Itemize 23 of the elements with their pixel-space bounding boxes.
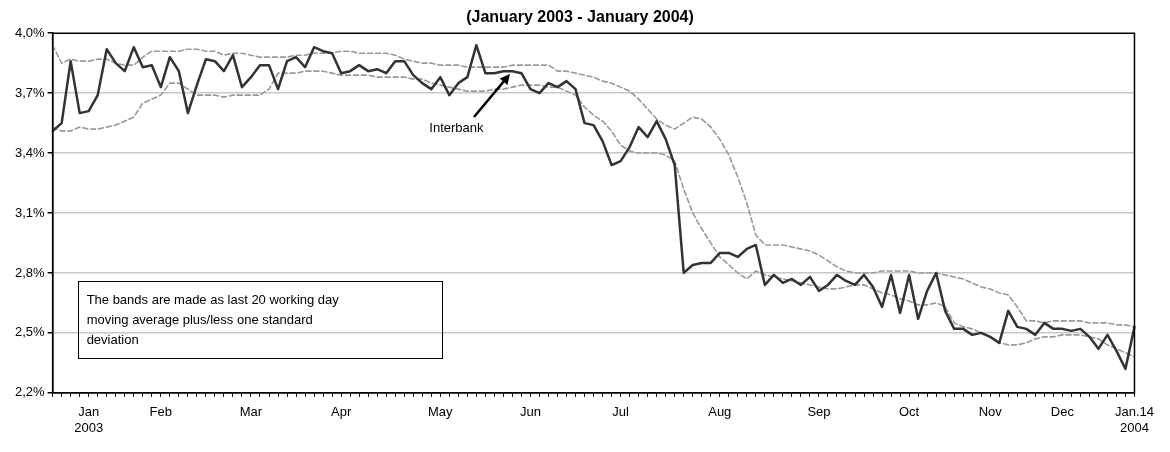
annotation: The bands are made as last 20 working day moving average plus/less one standard deviation [77,280,443,359]
y-tick-label: 2,5% [14,324,46,340]
x-tick-label: Jan.14 2004 [1114,404,1155,435]
y-tick-label: 4,0% [14,24,46,40]
x-tick-label: Jun [519,404,541,420]
text: Interbank [429,119,484,135]
x-tick-label: Apr [331,404,352,420]
y-tick-label: 2,8% [14,264,46,280]
x-tick-label: Sep [807,404,831,420]
y-tick-label: 3,4% [14,144,46,160]
x-tick-label: Jan 2003 [74,404,104,435]
y-tick-label: 2,2% [14,384,46,400]
x-tick-label: Aug [708,404,732,420]
x-tick-label: Mar [239,404,263,420]
x-tick-label: Dec [1050,404,1075,420]
chart-title: (January 2003 - January 2004) [466,8,694,26]
x-tick-label: Nov [978,404,1003,420]
y-tick-label: 3,7% [14,84,46,100]
x-tick-label: Feb [149,404,173,420]
x-tick-label: May [428,404,454,420]
x-tick-label: Oct [898,404,920,420]
y-tick-label: 3,1% [14,204,46,220]
x-tick-label: Jul [612,404,630,420]
